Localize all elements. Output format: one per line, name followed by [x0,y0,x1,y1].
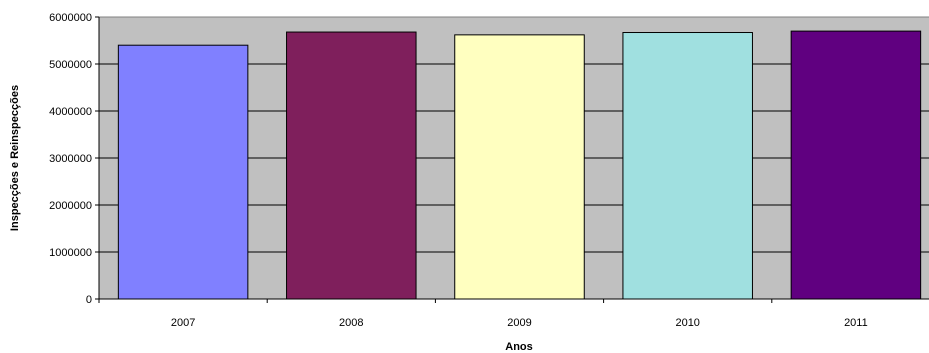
x-tick-label: 2007 [171,317,195,329]
y-tick-label: 1000000 [49,247,92,259]
y-tick-label: 0 [86,294,92,306]
bar-2007 [117,44,249,300]
bar-2009 [454,34,585,300]
bar-2010 [622,32,753,300]
y-axis-ticks: 0 1000000 2000000 3000000 4000000 5000000 6000… [49,12,99,306]
x-axis-title: Anos [505,341,533,353]
x-tick-label: 2008 [339,317,363,329]
y-tick-label: 6000000 [49,12,92,24]
y-tick-label: 3000000 [49,153,92,165]
bar-2008 [286,31,417,300]
x-axis-ticks: 2007 2008 2009 2010 2011 [98,299,868,329]
x-tick-label: 2010 [675,317,699,329]
bars [117,30,922,300]
x-tick-label: 2009 [507,317,531,329]
y-tick-label: 4000000 [49,106,92,118]
y-tick-label: 2000000 [49,200,92,212]
x-tick-label: 2011 [844,317,868,329]
y-tick-label: 5000000 [49,59,92,71]
bar-2011 [790,30,922,300]
y-axis-title: Inspecções e Reinspecções [9,85,21,231]
